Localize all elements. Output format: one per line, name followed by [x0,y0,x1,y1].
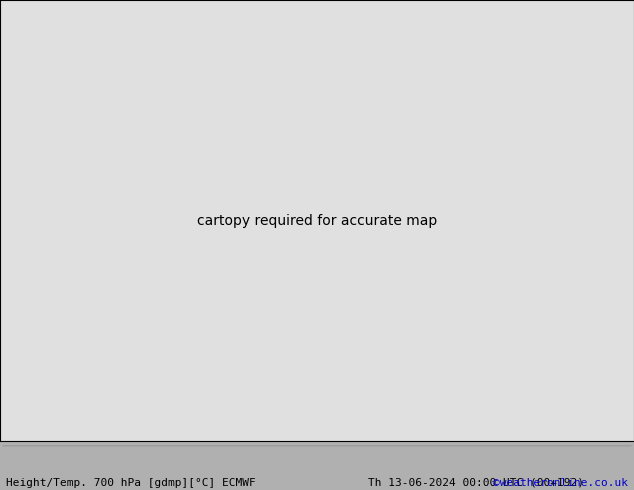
Text: ©weatheronline.co.uk: ©weatheronline.co.uk [493,478,628,488]
Text: Height/Temp. 700 hPa [gdmp][°C] ECMWF: Height/Temp. 700 hPa [gdmp][°C] ECMWF [6,478,256,488]
Text: Th 13-06-2024 00:00 UTC (00+192): Th 13-06-2024 00:00 UTC (00+192) [368,478,584,488]
Text: cartopy required for accurate map: cartopy required for accurate map [197,214,437,227]
